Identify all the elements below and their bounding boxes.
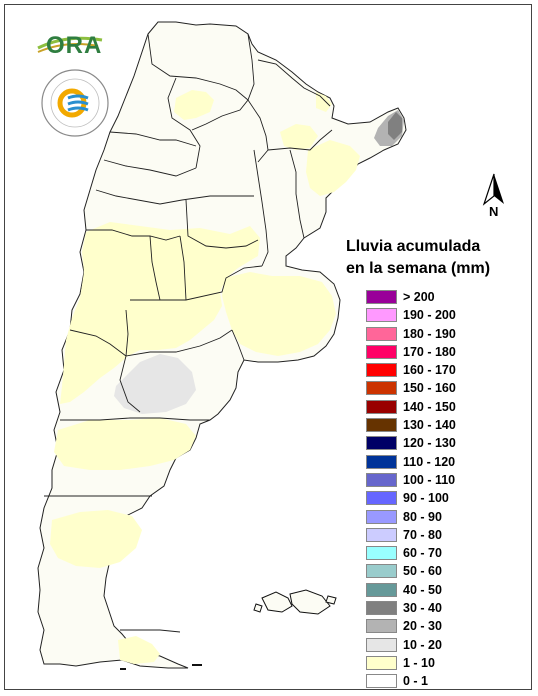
rain-1-10-areas <box>50 90 360 664</box>
legend-swatch <box>366 619 397 634</box>
smn-seal <box>40 68 110 138</box>
legend-label: 0 - 1 <box>403 674 429 689</box>
legend-label: 50 - 60 <box>403 564 442 579</box>
legend-label: > 200 <box>403 290 435 304</box>
legend-swatch <box>366 564 397 579</box>
legend-swatch <box>366 418 397 433</box>
legend-label: 140 - 150 <box>403 399 456 414</box>
legend-swatch <box>366 363 397 378</box>
legend-label: 20 - 30 <box>403 619 442 634</box>
smn-seal-icon <box>41 69 109 137</box>
legend-swatch <box>366 454 397 469</box>
legend-title-line2: en la semana (mm) <box>346 260 491 277</box>
ora-swoosh-icon <box>37 36 103 53</box>
province-borders <box>44 33 333 633</box>
legend-swatch <box>366 655 397 670</box>
legend-label: 110 - 120 <box>403 454 456 469</box>
legend-label: 190 - 200 <box>403 308 456 323</box>
north-arrow-icon <box>482 173 504 206</box>
legend-label: 130 - 140 <box>403 418 456 433</box>
legend-swatch <box>366 344 397 359</box>
legend-swatch <box>366 472 397 487</box>
legend-label: 80 - 90 <box>403 509 442 524</box>
legend-label: 30 - 40 <box>403 601 442 616</box>
legend-label: 1 - 10 <box>403 655 435 670</box>
legend-swatch <box>366 491 397 506</box>
rain-30-40-area <box>388 112 402 140</box>
legend-swatch <box>366 436 397 451</box>
legend-label: 170 - 180 <box>403 344 456 359</box>
north-arrow: N <box>480 172 508 222</box>
legend-swatch <box>366 308 397 323</box>
legend-swatch <box>366 527 397 542</box>
legend-label: 160 - 170 <box>403 363 456 378</box>
legend-label: 100 - 110 <box>403 472 456 487</box>
malvinas-islands <box>253 589 337 615</box>
legend-swatch <box>366 399 397 414</box>
map-frame <box>4 4 532 690</box>
legend-label: 180 - 190 <box>403 326 456 341</box>
legend-swatch <box>366 582 397 597</box>
north-label: N <box>489 204 499 219</box>
legend-swatch <box>366 674 397 689</box>
legend-swatch <box>366 381 397 396</box>
legend-label: 150 - 160 <box>403 381 456 396</box>
legend-label: 70 - 80 <box>403 527 442 542</box>
legend-title-line1: Lluvia acumulada <box>346 238 481 255</box>
legend-label: 60 - 70 <box>403 546 442 561</box>
legend-label: 90 - 100 <box>403 491 449 506</box>
legend-swatch <box>366 509 397 524</box>
rain-10-20-area <box>114 354 196 414</box>
legend-swatch <box>366 601 397 616</box>
small-islands <box>120 664 202 670</box>
legend-swatch <box>366 637 397 652</box>
legend-swatch <box>366 326 397 341</box>
legend-label: 40 - 50 <box>403 582 442 597</box>
legend-title: Lluvia acumulada en la semana (mm) <box>346 236 526 280</box>
ora-logo-text: ORA <box>46 32 103 59</box>
legend-label: 10 - 20 <box>403 637 442 652</box>
ora-logo: ORA <box>36 30 106 60</box>
legend-swatch <box>366 290 397 304</box>
legend-swatch <box>366 546 397 561</box>
legend-label: 120 - 130 <box>403 436 456 451</box>
